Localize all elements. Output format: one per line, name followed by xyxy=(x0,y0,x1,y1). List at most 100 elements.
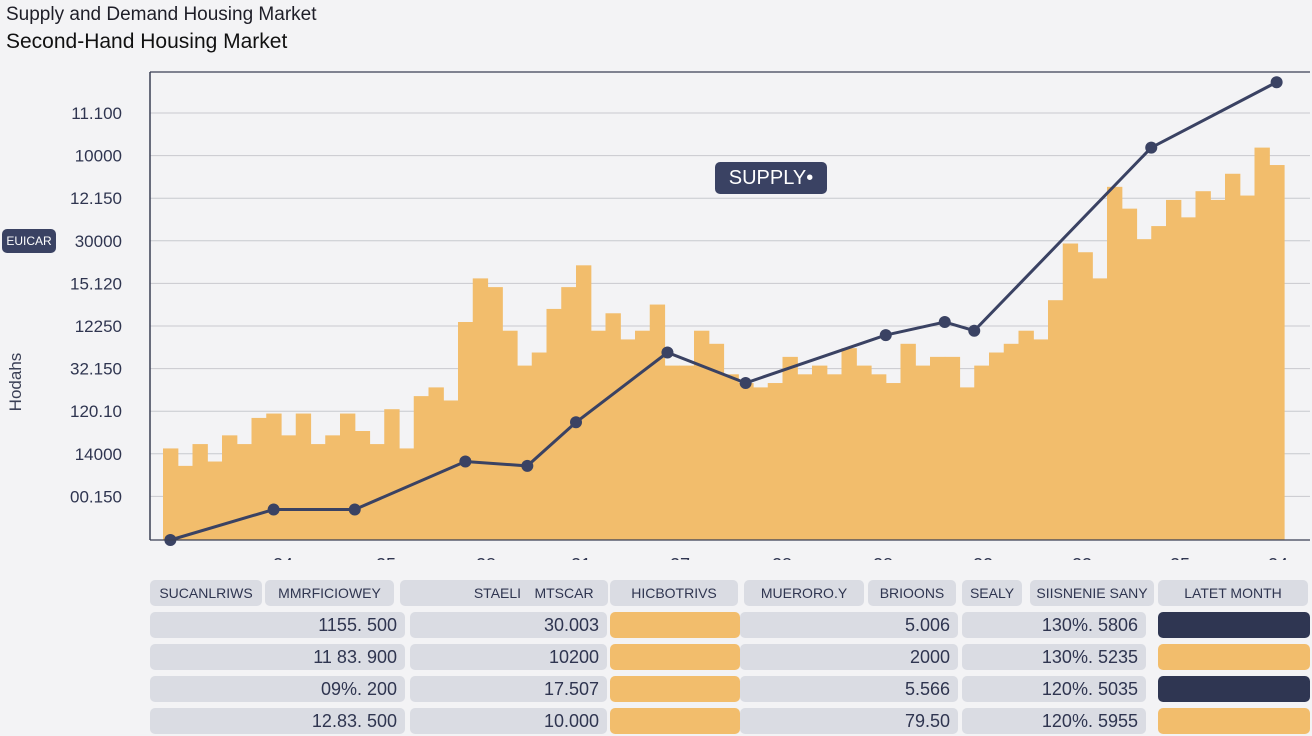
y-tick-label: 15.120 xyxy=(70,274,122,293)
bar xyxy=(723,374,739,540)
x-tick-label: 23 xyxy=(1072,555,1092,560)
bar xyxy=(443,400,459,540)
bar xyxy=(325,435,341,540)
bar xyxy=(1018,330,1034,540)
supply-point xyxy=(1145,141,1158,154)
supply-line-series xyxy=(164,76,1283,546)
bar xyxy=(1180,217,1197,541)
y-tick-labels: 11.100 10000 12.150 30000 15.120 12250 32.150 1… xyxy=(70,104,122,506)
bar xyxy=(708,343,725,540)
column-header: SUCANLRIWS xyxy=(150,580,262,606)
x-tick-label: 28 xyxy=(772,555,792,560)
column-header: HICBOTRIVS xyxy=(610,580,738,606)
axes xyxy=(149,71,1310,541)
y-tick-label: 30000 xyxy=(75,232,122,251)
bar xyxy=(974,365,990,540)
supply-label-badge: SUPPLY• xyxy=(715,162,827,194)
y-axis-label: Hodahs xyxy=(6,352,25,412)
bar xyxy=(163,448,179,540)
bar xyxy=(177,465,194,540)
bar xyxy=(251,417,267,540)
supply-point xyxy=(459,455,472,468)
bar xyxy=(517,365,533,540)
bar xyxy=(605,313,621,540)
bar xyxy=(472,278,489,540)
bar-series xyxy=(163,147,1285,541)
x-tick-label: 25 xyxy=(1170,555,1190,560)
supply-point xyxy=(739,377,752,390)
table-cell: 130%. 5235 xyxy=(962,644,1146,670)
supply-point xyxy=(661,346,674,359)
bar xyxy=(295,413,312,540)
bar xyxy=(797,374,813,540)
bar xyxy=(369,444,385,540)
column-header: SIISNENIE SANY xyxy=(1030,580,1154,606)
bar xyxy=(399,448,415,540)
supply-point xyxy=(348,503,361,516)
x-tick-label: 27 xyxy=(670,555,690,560)
bar xyxy=(1107,186,1123,540)
bar xyxy=(207,461,223,540)
bar xyxy=(1210,199,1226,541)
supply-point xyxy=(1270,76,1283,89)
bar xyxy=(989,352,1005,540)
bar xyxy=(1166,199,1182,541)
y-tick-label: 14000 xyxy=(75,445,122,464)
bar xyxy=(738,383,754,540)
x-tick-label: 24 xyxy=(273,555,293,560)
bar xyxy=(812,365,828,540)
bar xyxy=(871,374,887,540)
table-cell: 79.50 xyxy=(740,708,958,734)
x-tick-labels: 24 25 28 21 27 28 28 22 23 25 24 xyxy=(273,555,1288,560)
table-cell: 130%. 5806 xyxy=(962,612,1146,638)
table-cell: 12.83. 500 xyxy=(150,708,405,734)
y-tick-label: 120.10 xyxy=(70,402,122,421)
bar xyxy=(885,383,902,540)
bar xyxy=(679,365,695,540)
supply-point xyxy=(938,316,951,328)
bar xyxy=(1092,278,1108,540)
table-cell: 120%. 5955 xyxy=(962,708,1146,734)
bar xyxy=(458,322,474,540)
bar xyxy=(620,339,636,540)
x-tick-label: 24 xyxy=(1268,555,1288,560)
bar xyxy=(915,365,931,540)
supply-point xyxy=(521,459,534,472)
bar xyxy=(502,330,518,540)
table-cell: 2000 xyxy=(740,644,958,670)
chart-subtitle: Second-Hand Housing Market xyxy=(6,30,288,53)
bar xyxy=(649,304,666,540)
table-cell: 1155. 500 xyxy=(150,612,405,638)
bar xyxy=(590,330,607,540)
column-header: MTSCAR xyxy=(520,580,608,606)
bar xyxy=(959,387,975,540)
bar xyxy=(635,330,651,540)
x-tick-label: 28 xyxy=(873,555,893,560)
bar xyxy=(930,356,946,540)
bar xyxy=(487,287,503,540)
table-cell: 10.000 xyxy=(410,708,607,734)
bar xyxy=(856,365,872,540)
column-header: MUERORO.Y xyxy=(744,580,864,606)
column-header: SEALY xyxy=(962,580,1022,606)
table-cell: 09%. 200 xyxy=(150,676,405,702)
bar xyxy=(826,374,843,540)
chart-area: 11.100 10000 12.150 30000 15.120 12250 32.150 1… xyxy=(70,71,1310,560)
x-tick-label: 25 xyxy=(376,555,396,560)
latest-month-swatch xyxy=(1158,708,1310,734)
y-tick-label: 10000 xyxy=(75,147,122,166)
bar xyxy=(900,343,916,540)
bar xyxy=(1033,339,1049,540)
x-tick-label: 28 xyxy=(476,555,496,560)
x-tick-label: 22 xyxy=(973,555,993,560)
bar xyxy=(1269,165,1285,541)
bar xyxy=(281,435,297,540)
bar xyxy=(384,409,400,540)
bar xyxy=(1062,243,1079,540)
bar xyxy=(413,396,430,540)
table-cell: 10200 xyxy=(410,644,607,670)
y-tick-label: 11.100 xyxy=(71,104,122,123)
column-header: MMRFICIOWEY xyxy=(265,580,394,606)
table-cell: 17.507 xyxy=(410,676,607,702)
table-cell: 5.566 xyxy=(740,676,958,702)
